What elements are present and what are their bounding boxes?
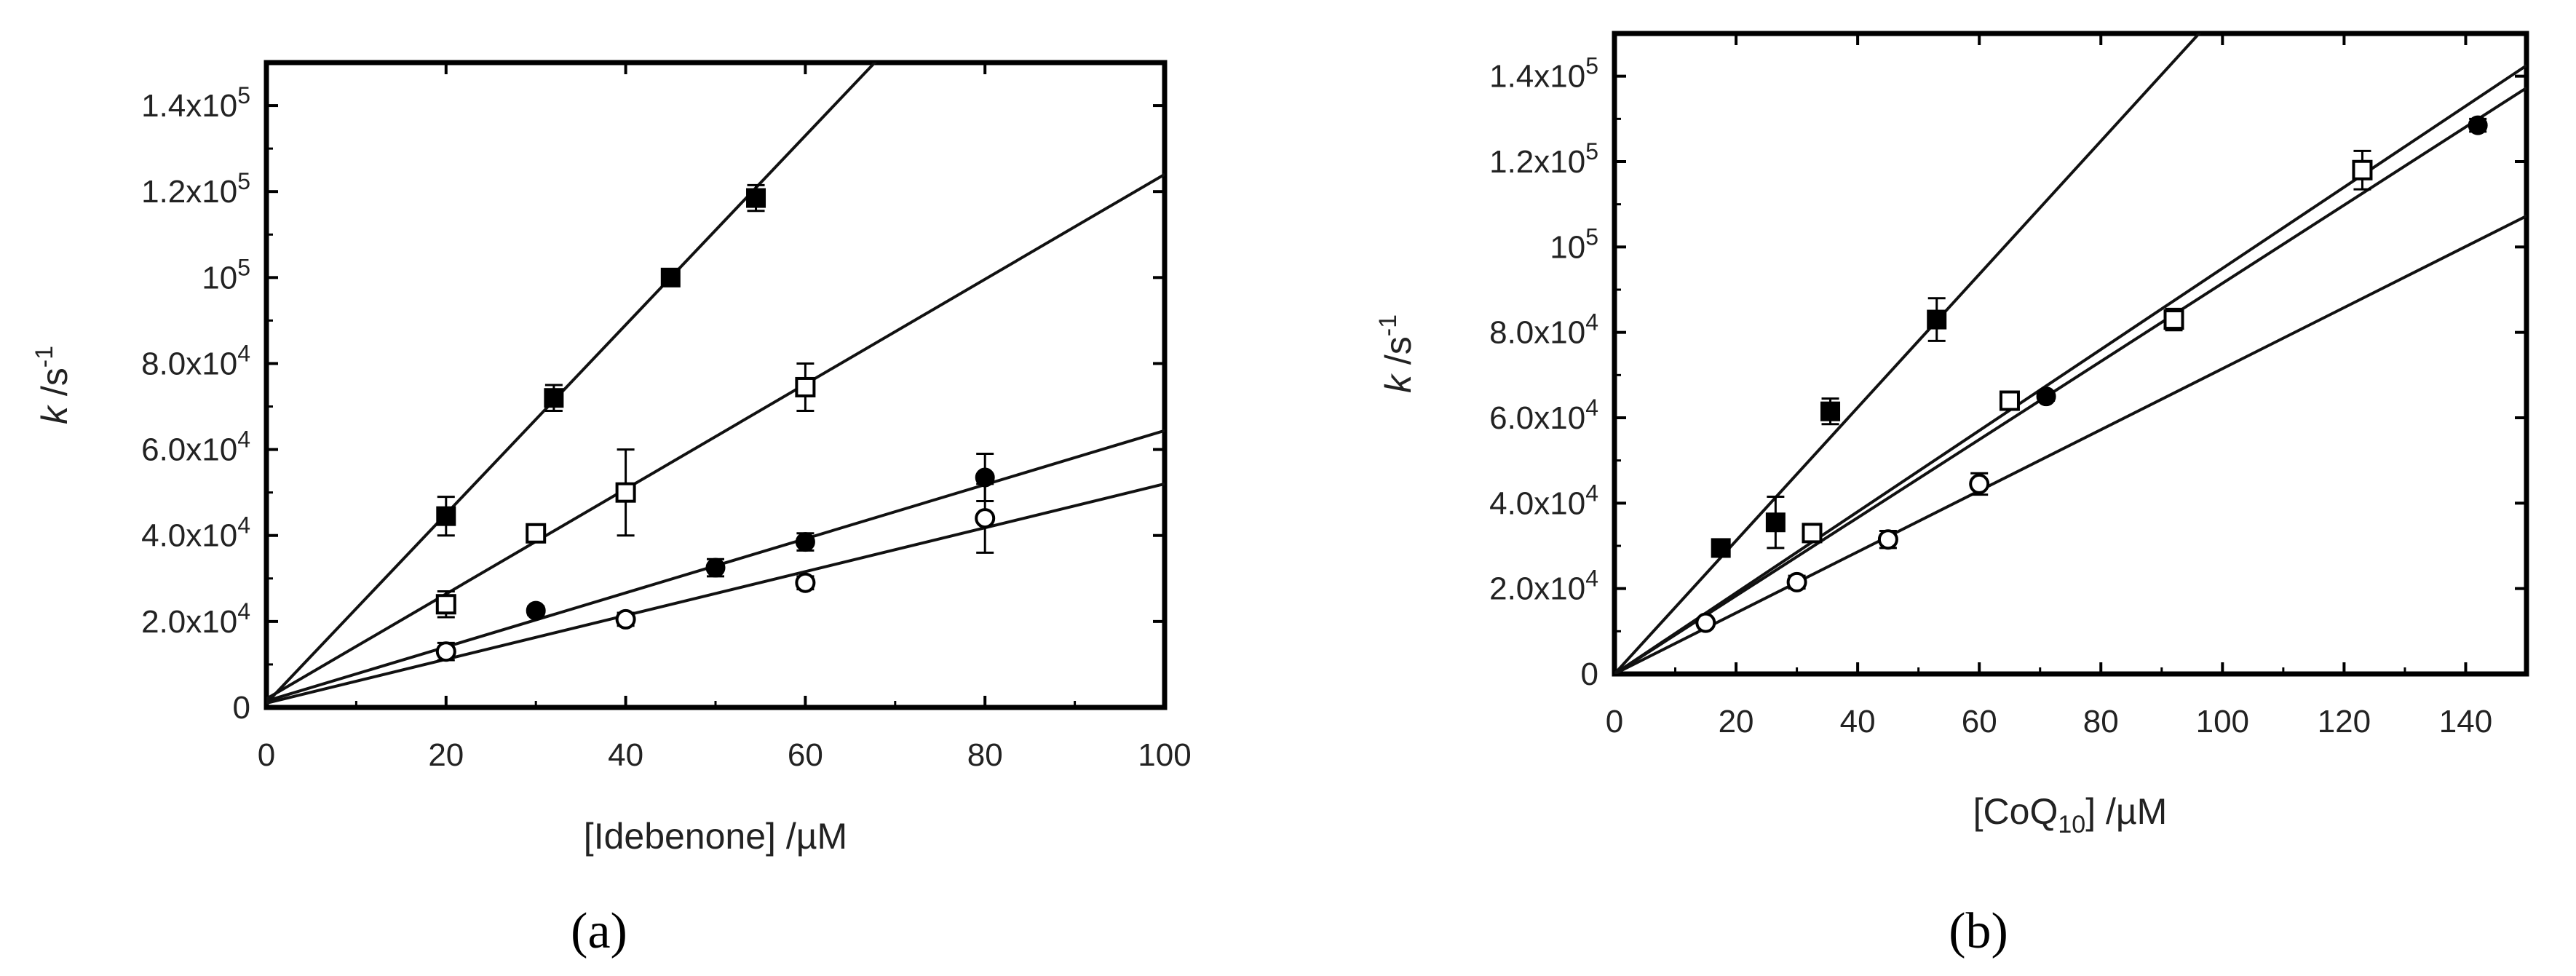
y-tick-label: 1.2x105: [141, 168, 250, 210]
fit-line: [1614, 33, 2201, 674]
x-tick-label: 80: [2083, 704, 2119, 739]
x-tick-label: 20: [428, 737, 464, 773]
chart-panel-b: 0 20 40 60 80 100 120 140 0 2.0x104 4.0x104 6.0x104…: [1374, 31, 2529, 959]
y-tick-label: 1.4x105: [141, 82, 250, 124]
y-tick-label: 6.0x104: [1489, 394, 1598, 436]
marker-group: [435, 183, 996, 662]
data-point-filled-square: [1927, 309, 1947, 330]
data-point-open-circle: [1969, 473, 1990, 494]
x-tick-label: 80: [967, 737, 1003, 773]
data-point-open-square: [2163, 309, 2184, 330]
data-point-filled-square: [660, 267, 681, 287]
data-point-open-square: [795, 376, 816, 397]
plot-frame: [263, 60, 1168, 710]
data-point-open-square: [1802, 523, 1823, 544]
marker-group: [1695, 115, 2488, 633]
chart-panel-a: 0 20 40 60 80 100 0 2.0x104 4.0x104 6.0x104 8.0x10…: [31, 60, 1192, 959]
fit-line: [266, 482, 1165, 705]
y-tick-label: 0: [1581, 656, 1598, 692]
panel-label: (a): [571, 903, 627, 959]
y-tick-label: 4.0x104: [141, 512, 250, 554]
fit-line: [1614, 87, 2527, 674]
data-point-open-circle: [1877, 529, 1898, 550]
y-tick-label: 105: [202, 254, 250, 295]
x-tick-label: 20: [1719, 704, 1754, 739]
x-axis-label: [CoQ10] /µM: [1973, 791, 2168, 838]
data-point-filled-circle: [2036, 386, 2056, 407]
data-point-open-circle: [1786, 571, 1807, 592]
x-axis-label: [Idebenone] /µM: [584, 816, 847, 857]
x-tick-label: 60: [1962, 704, 1997, 739]
data-point-open-square: [435, 594, 456, 615]
y-tick-label: 8.0x104: [141, 340, 250, 381]
data-point-open-circle: [1695, 612, 1716, 633]
svg-text:[CoQ10] /µM: [CoQ10] /µM: [1973, 791, 2168, 838]
y-tick-label: 0: [233, 690, 250, 726]
y-tick-label: 1.2x105: [1489, 138, 1598, 180]
data-point-filled-square: [746, 188, 766, 208]
data-point-open-square: [615, 482, 636, 503]
data-point-open-circle: [795, 572, 816, 593]
x-tick-label: 0: [258, 737, 275, 773]
x-tick-label: 100: [1138, 737, 1191, 773]
x-tick-label: 60: [788, 737, 823, 773]
x-tick-label: 40: [1840, 704, 1876, 739]
y-tick-label: 1.4x105: [1489, 53, 1598, 95]
x-tick-label: 0: [1606, 704, 1623, 739]
svg-text:k /s-1: k /s-1: [31, 346, 75, 424]
y-tick-label: 6.0x104: [141, 426, 250, 468]
fit-line: [266, 172, 1165, 700]
data-point-open-square: [1999, 390, 2020, 411]
fit-line: [1614, 215, 2527, 674]
fit-line-group: [1614, 33, 2527, 674]
x-tick-label: 40: [608, 737, 643, 773]
data-point-filled-square: [1765, 512, 1786, 533]
fit-line: [266, 63, 877, 705]
tick-group: 0 20 40 60 80 100 120 140 0 2.0x104 4.0x104 6.0x104…: [1489, 33, 2527, 739]
fit-line-group: [266, 63, 1165, 705]
tick-group: 0 20 40 60 80 100 0 2.0x104 4.0x104 6.0x104 8.0x10…: [141, 63, 1192, 773]
x-tick-label: 100: [2196, 704, 2249, 739]
y-tick-label: 4.0x104: [1489, 480, 1598, 521]
data-point-open-square: [2352, 159, 2373, 180]
data-point-filled-circle: [2468, 115, 2488, 135]
data-point-open-square: [526, 523, 547, 544]
data-point-filled-circle: [526, 600, 546, 621]
data-point-filled-square: [1820, 401, 1841, 421]
data-point-filled-circle: [705, 558, 726, 578]
y-axis-label: k /s-1: [31, 346, 75, 424]
data-point-open-circle: [435, 641, 456, 662]
fit-line: [1614, 64, 2527, 674]
data-point-open-circle: [975, 508, 996, 529]
data-point-filled-square: [1711, 538, 1731, 558]
panel-label: (b): [1949, 903, 2008, 959]
y-tick-label: 105: [1550, 223, 1598, 265]
data-point-filled-square: [436, 506, 456, 526]
x-tick-label: 140: [2439, 704, 2492, 739]
plot-frame: [1612, 31, 2529, 677]
data-point-filled-circle: [795, 532, 815, 552]
x-tick-label: 120: [2318, 704, 2371, 739]
data-point-open-circle: [615, 608, 636, 630]
y-tick-label: 2.0x104: [141, 598, 250, 640]
data-point-filled-square: [544, 388, 564, 408]
y-tick-label: 2.0x104: [1489, 566, 1598, 607]
y-axis-label: k /s-1: [1374, 314, 1419, 393]
svg-text:k /s-1: k /s-1: [1374, 314, 1419, 393]
y-tick-label: 8.0x104: [1489, 309, 1598, 351]
